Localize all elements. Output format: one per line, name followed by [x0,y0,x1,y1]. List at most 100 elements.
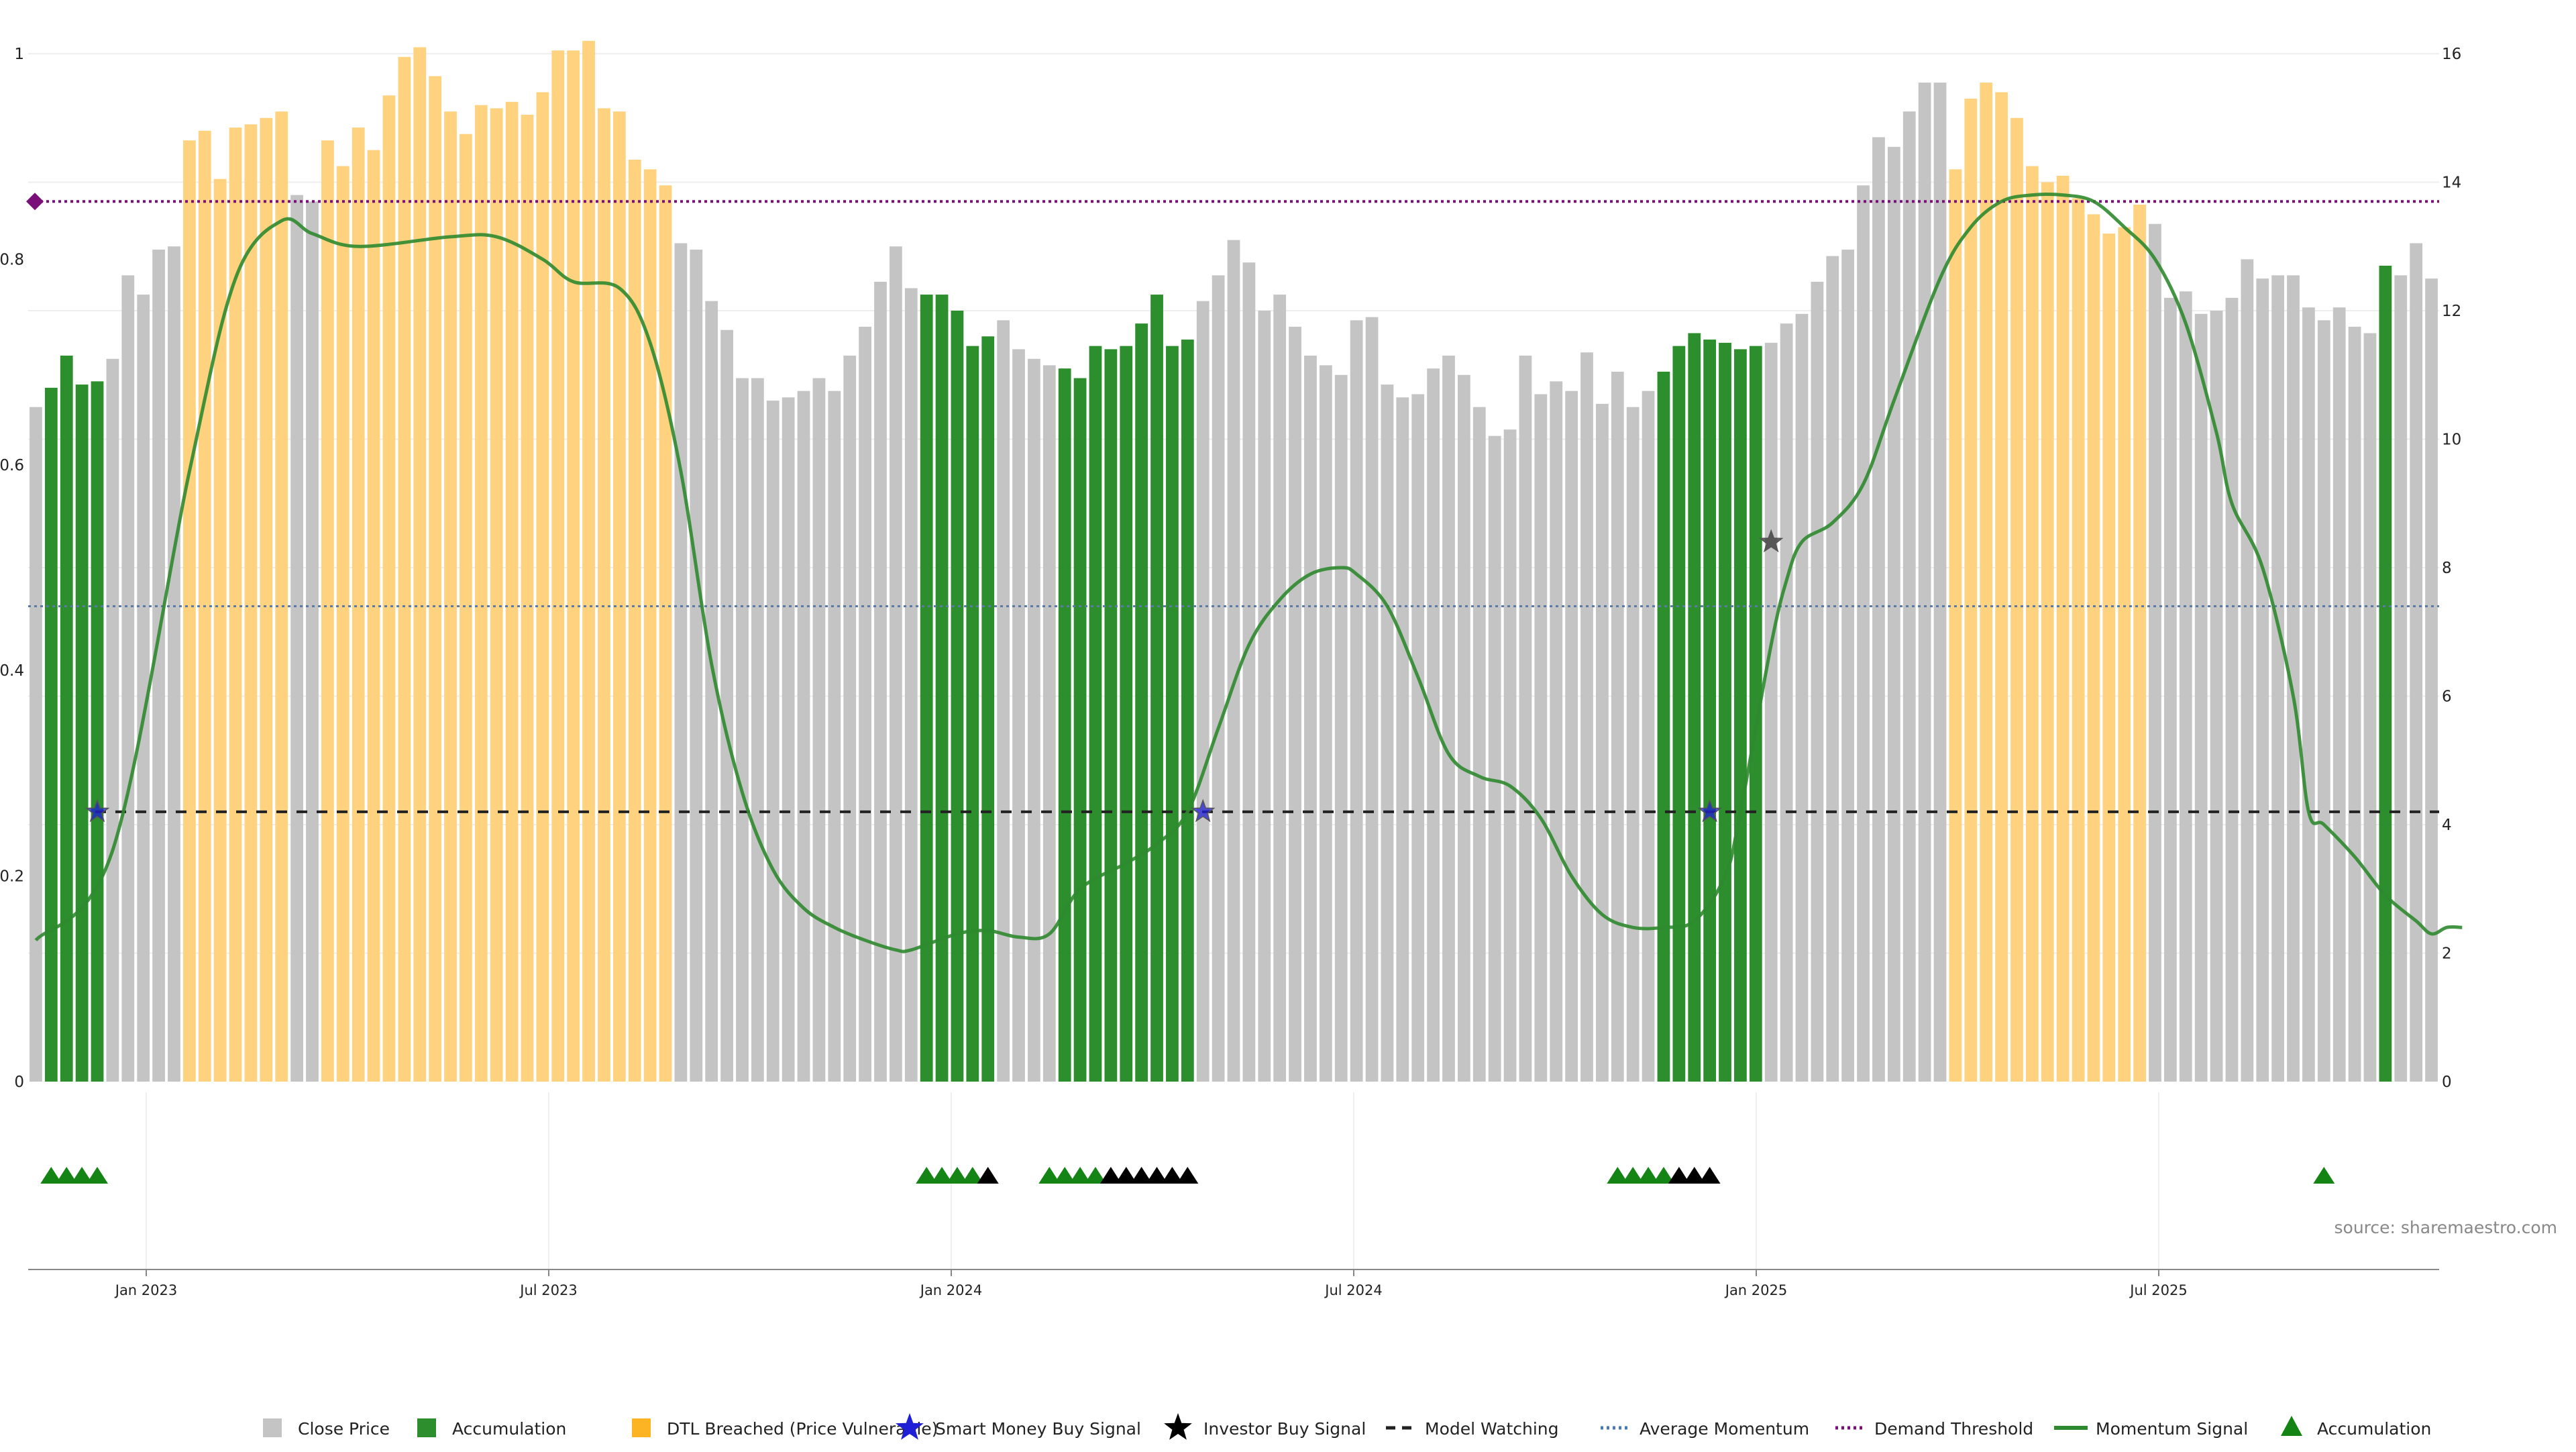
legend-item: Accumulation [417,1418,566,1439]
close-price-bar [874,281,887,1082]
close-price-bar [812,378,826,1082]
close-price-bar [2287,275,2300,1082]
close-price-bar [1811,281,1824,1082]
close-price-bar [2302,307,2315,1082]
right-tick-label: 14 [2442,174,2461,192]
dtl-breached-bar [1964,99,1978,1082]
left-tick-label: 0.2 [0,868,24,886]
dtl-breached-bar [260,117,273,1082]
x-tick-label: Jan 2025 [1724,1282,1788,1298]
legend-label: Momentum Signal [2096,1419,2248,1439]
close-price-bar [1365,317,1379,1082]
close-price-bar [1611,371,1624,1082]
dtl-breached-bar [460,134,472,1082]
momentum-line-layer [34,192,2463,953]
right-tick-label: 6 [2442,688,2452,706]
x-tick-label: Jul 2023 [519,1282,577,1298]
close-price-bar [1012,349,1025,1082]
legend-label: Smart Money Buy Signal [935,1419,1141,1439]
right-tick-label: 8 [2442,560,2452,577]
close-price-bar [1304,356,1317,1082]
dtl-breached-bar [182,140,196,1082]
left-tick-label: 0.4 [0,662,24,680]
legend-label: Model Watching [1425,1419,1559,1439]
close-price-bar [1626,407,1640,1082]
watch-marker [1699,1167,1721,1184]
dtl-breached-bar [229,127,242,1082]
legend-item: Momentum Signal [2054,1419,2248,1439]
close-price-bar [1918,83,1931,1082]
watch-marker [1177,1167,1199,1184]
dtl-breached-bar [505,101,519,1082]
close-price-bar [720,329,733,1082]
x-tick-label: Jan 2023 [114,1282,178,1298]
accumulation-marker [1638,1167,1660,1184]
watch-marker [1115,1167,1137,1184]
accumulation-bar [1181,340,1194,1082]
momentum-signal-line [34,192,2463,953]
left-tick-label: 0 [14,1074,24,1091]
dtl-breached-bar [429,76,442,1082]
close-price-bar [782,397,795,1082]
legend-item: Close Price [263,1418,390,1439]
close-price-bar [2164,297,2177,1082]
accumulation-bar [966,346,979,1082]
x-tick-label: Jan 2024 [919,1282,983,1298]
legend-label: DTL Breached (Price Vulnerable) [667,1419,938,1439]
left-tick-label: 1 [14,46,24,63]
dtl-breached-bar [2056,175,2070,1082]
close-price-bar [1042,365,1056,1082]
source-label: source: sharemaestro.com [2334,1218,2558,1237]
accumulation-marker [916,1167,938,1184]
close-price-bar [736,378,749,1082]
watch-marker [1668,1167,1690,1184]
close-price-bar [2210,311,2223,1082]
legend-swatch [417,1418,436,1437]
accumulation-bar [1749,346,1762,1082]
dtl-breached-bar [413,47,427,1082]
accumulation-bar [981,336,995,1082]
legend-item: Accumulation [2281,1416,2431,1439]
accumulation-marker [40,1167,62,1184]
close-price-bar [751,378,764,1082]
accumulation-bar [920,295,933,1082]
axis-layer: 0 2 4 6 8 10 12 14 16 0 0.2 0.4 0.6 0.8 1 Jan 2023 Jul 2… [0,46,2461,1298]
accumulation-bar [1073,378,1087,1082]
dtl-breached-bar [612,111,626,1082]
close-price-bar [674,243,688,1082]
close-price-bar [121,275,135,1082]
right-tick-label: 12 [2442,303,2461,320]
accumulation-marker [1069,1167,1091,1184]
close-price-bar [1488,435,1501,1082]
close-price-bar [1857,185,1870,1082]
close-price-bar [290,195,303,1082]
legend-triangle-icon [2281,1416,2302,1436]
close-price-bar [1902,111,1916,1082]
accumulation-marker [946,1167,968,1184]
right-tick-label: 4 [2442,817,2452,834]
accumulation-bar [935,295,949,1082]
accumulation-markers [40,1167,2335,1184]
close-price-bar [1472,407,1486,1082]
dtl-breached-bar [2010,117,2023,1082]
close-price-bar [890,246,902,1082]
accumulation-bar [1120,346,1133,1082]
legend-label: Demand Threshold [1874,1419,2033,1439]
accumulation-marker [1653,1167,1674,1184]
close-price-bar [1212,275,1225,1082]
close-price-bar [1550,381,1563,1082]
accumulation-bar [91,381,104,1082]
close-price-bar [2348,326,2361,1082]
close-price-bar [828,391,841,1082]
close-price-bar [2425,278,2438,1082]
legend-item: Demand Threshold [1835,1419,2033,1439]
dtl-breached-bar [382,95,396,1082]
accumulation-bar [1135,323,1148,1082]
close-price-bar [1396,397,1409,1082]
close-price-bar [1381,384,1394,1082]
accumulation-marker [2313,1167,2335,1184]
demand-threshold-marker [26,193,44,211]
dtl-breached-bar [2133,205,2146,1082]
accumulation-marker [1607,1167,1629,1184]
close-price-bar [1289,326,1301,1082]
